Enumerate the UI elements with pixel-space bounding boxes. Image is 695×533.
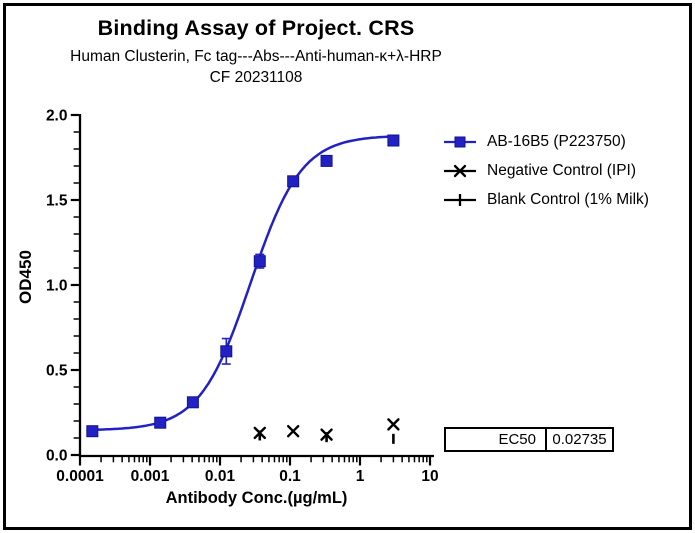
legend-item-blank-control: Blank Control (1% Milk) (442, 185, 649, 214)
figure-border (3, 3, 692, 530)
ec50-value-cell: 0.02735 (552, 431, 607, 448)
chart-code-line: CF 20231108 (209, 69, 303, 87)
chart-subtitle: Human Clusterin, Fc tag---Abs---Anti-hum… (70, 47, 442, 65)
svg-text:0.5: 0.5 (46, 362, 68, 379)
svg-text:2.0: 2.0 (46, 107, 68, 124)
svg-text:0.001: 0.001 (131, 468, 170, 485)
x-marker-icon (442, 162, 478, 180)
svg-text:0.01: 0.01 (205, 468, 236, 485)
svg-text:0.1: 0.1 (279, 468, 301, 485)
svg-text:1: 1 (356, 468, 365, 485)
legend-item-negative-control: Negative Control (IPI) (442, 156, 649, 185)
y-axis-label: OD450 (16, 250, 35, 304)
svg-text:1.0: 1.0 (46, 277, 68, 294)
svg-text:10: 10 (421, 468, 438, 485)
axes (70, 113, 434, 466)
svg-text:0.0001: 0.0001 (56, 468, 104, 485)
fit-curve (92, 135, 394, 432)
legend-label: Negative Control (IPI) (487, 161, 637, 179)
legend-item-ab16b5: AB-16B5 (P223750) (442, 127, 649, 156)
figure-header: Binding Assay of Project. CRS Human Clus… (0, 15, 512, 88)
square-marker-icon (442, 133, 478, 151)
x-axis-label: Antibody Conc.(µg/mL) (165, 489, 348, 507)
legend-label: Blank Control (1% Milk) (487, 190, 649, 208)
legend: AB-16B5 (P223750) Negative Control (IPI)… (442, 127, 649, 214)
svg-text:0.0: 0.0 (46, 447, 68, 464)
svg-text:1.5: 1.5 (46, 192, 68, 209)
ec50-table: EC50 0.02735 (444, 427, 614, 452)
chart-title: Binding Assay of Project. CRS (97, 16, 415, 40)
plus-marker-icon (442, 191, 478, 209)
legend-label: AB-16B5 (P223750) (487, 132, 626, 150)
ec50-label-cell: EC50 (446, 429, 547, 450)
